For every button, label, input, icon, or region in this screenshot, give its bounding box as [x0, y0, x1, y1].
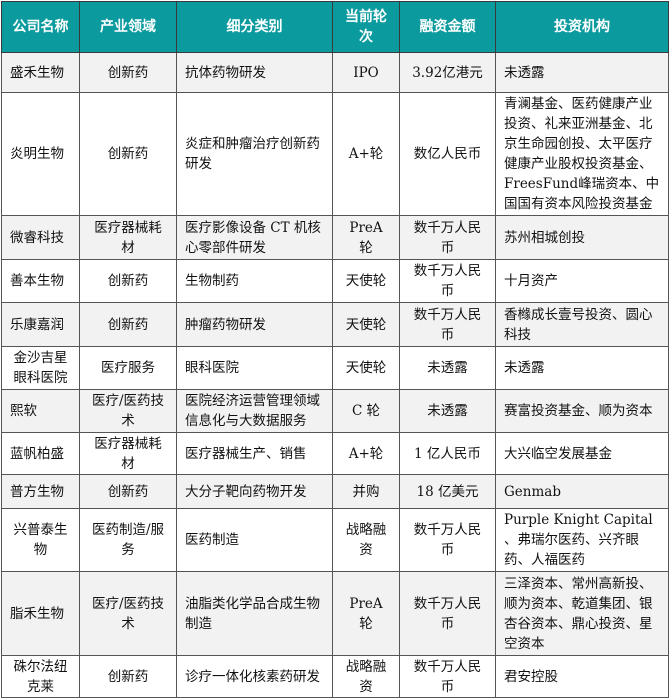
cell-industry: 创新药	[79, 474, 177, 509]
cell-amount: 数千万人民币	[399, 259, 496, 303]
cell-round: 并购	[332, 474, 400, 509]
cell-industry: 医疗器械耗材	[79, 432, 177, 475]
cell-investors: Genmab	[495, 474, 669, 509]
col-company: 公司名称	[1, 1, 80, 53]
table-row: 硃尔法纽克莱 创新药 诊疗一体化核素药研发 战略融资 数千万人民币 君安控股	[1, 655, 669, 698]
cell-category: 眼科医院	[176, 346, 333, 390]
cell-investors: 三泽资本、常州高新投、顺为资本、乾道集团、银杏谷资本、鼎心投资、星空资本	[495, 571, 669, 656]
table-row: 金沙吉星眼科医院 医疗服务 眼科医院 天使轮 未透露 未透露	[1, 346, 669, 390]
cell-round: 战略融资	[332, 655, 400, 698]
cell-investors: 未透露	[495, 52, 669, 93]
cell-category: 大分子靶向药物开发	[176, 474, 333, 509]
col-industry: 产业领域	[79, 1, 177, 53]
header-row: 公司名称 产业领域 细分类别 当前轮次 融资金额 投资机构	[1, 1, 669, 53]
table-row: 微睿科技 医疗器械耗材 医疗影像设备 CT 机核心零部件研发 PreA 轮数千万人民币…	[1, 215, 669, 260]
cell-industry: 医疗/医药技术	[79, 389, 177, 433]
cell-round: 天使轮	[332, 302, 400, 347]
cell-industry: 医疗服务	[79, 346, 177, 390]
cell-round: C 轮	[332, 389, 400, 433]
cell-amount: 数千万人民币	[399, 655, 496, 698]
table-row: 脂禾生物 医疗/医药技术 油脂类化学品合成生物制造 PreA 轮数千万人民币 三泽资本、…	[1, 571, 669, 656]
cell-industry: 创新药	[79, 302, 177, 347]
cell-round: PreA 轮	[332, 215, 400, 260]
cell-category: 生物制药	[176, 259, 333, 303]
cell-amount: 3.92亿港元	[399, 52, 496, 93]
cell-amount: 数千万人民币	[399, 215, 496, 260]
cell-amount: 数千万人民币	[399, 571, 496, 656]
cell-investors: 未透露	[495, 346, 669, 390]
cell-amount: 数亿人民币	[399, 92, 496, 216]
cell-company: 金沙吉星眼科医院	[1, 346, 80, 390]
cell-industry: 创新药	[79, 52, 177, 93]
cell-category: 油脂类化学品合成生物制造	[176, 571, 333, 656]
cell-company: 兴普泰生物	[1, 508, 80, 572]
cell-category: 医疗器械生产、销售	[176, 432, 333, 475]
cell-investors: 苏州相城创投	[495, 215, 669, 260]
cell-industry: 医疗器械耗材	[79, 215, 177, 260]
cell-category: 医疗影像设备 CT 机核心零部件研发	[176, 215, 333, 260]
cell-round: 天使轮	[332, 259, 400, 303]
cell-category: 抗体药物研发	[176, 52, 333, 93]
cell-round: A+轮	[332, 432, 400, 475]
col-investors: 投资机构	[495, 1, 669, 53]
cell-company: 蓝帆柏盛	[1, 432, 80, 475]
col-category: 细分类别	[176, 1, 333, 53]
cell-category: 诊疗一体化核素药研发	[176, 655, 333, 698]
table-row: 乐康嘉润 创新药 肿瘤药物研发 天使轮 数千万人民币 香橼成长壹号投资、圆心科技	[1, 302, 669, 347]
cell-amount: 未透露	[399, 389, 496, 433]
cell-investors: Purple Knight Capital 、弗瑞尔医药、兴齐眼药、人福医药	[495, 508, 669, 572]
cell-round: 战略融资	[332, 508, 400, 572]
cell-company: 普方生物	[1, 474, 80, 509]
cell-investors: 香橼成长壹号投资、圆心科技	[495, 302, 669, 347]
cell-industry: 医疗/医药技术	[79, 571, 177, 656]
cell-company: 善本生物	[1, 259, 80, 303]
cell-round: A+轮	[332, 92, 400, 216]
cell-amount: 1 亿人民币	[399, 432, 496, 475]
table-row: 熙软 医疗/医药技术 医院经济运营管理领域信息化与大数据服务 C 轮未透露 赛富投资基金…	[1, 389, 669, 433]
cell-category: 医院经济运营管理领域信息化与大数据服务	[176, 389, 333, 433]
col-amount: 融资金额	[399, 1, 496, 53]
cell-industry: 创新药	[79, 92, 177, 216]
cell-investors: 君安控股	[495, 655, 669, 698]
table-row: 蓝帆柏盛 医疗器械耗材 医疗器械生产、销售 A+轮 1 亿人民币 大兴临空发展基金	[1, 432, 669, 475]
cell-investors: 十月资产	[495, 259, 669, 303]
table-row: 炎明生物 创新药 炎症和肿瘤治疗创新药研发 A+轮 数亿人民币 青澜基金、医药健康产业投资…	[1, 92, 669, 216]
cell-company: 脂禾生物	[1, 571, 80, 656]
table-row: 盛禾生物 创新药 抗体药物研发 IPO 3.92亿港元 未透露	[1, 52, 669, 93]
cell-category: 医药制造	[176, 508, 333, 572]
cell-investors: 青澜基金、医药健康产业投资、礼来亚洲基金、北京生命园创投、太平医疗健康产业股权投…	[495, 92, 669, 216]
cell-amount: 数千万人民币	[399, 508, 496, 572]
cell-category: 肿瘤药物研发	[176, 302, 333, 347]
cell-round: IPO	[332, 52, 400, 93]
table-row: 普方生物 创新药 大分子靶向药物开发 并购 18 亿美元 Genmab	[1, 474, 669, 509]
cell-amount: 未透露	[399, 346, 496, 390]
cell-industry: 创新药	[79, 259, 177, 303]
col-round: 当前轮次	[332, 1, 400, 53]
cell-company: 微睿科技	[1, 215, 80, 260]
cell-company: 乐康嘉润	[1, 302, 80, 347]
cell-category: 炎症和肿瘤治疗创新药研发	[176, 92, 333, 216]
table-row: 善本生物 创新药 生物制药 天使轮 数千万人民币 十月资产	[1, 259, 669, 303]
cell-industry: 创新药	[79, 655, 177, 698]
cell-amount: 18 亿美元	[399, 474, 496, 509]
cell-round: 天使轮	[332, 346, 400, 390]
cell-company: 盛禾生物	[1, 52, 80, 93]
cell-company: 熙软	[1, 389, 80, 433]
cell-round: PreA 轮	[332, 571, 400, 656]
cell-company: 炎明生物	[1, 92, 80, 216]
cell-amount: 数千万人民币	[399, 302, 496, 347]
cell-industry: 医药制造/服务	[79, 508, 177, 572]
cell-investors: 大兴临空发展基金	[495, 432, 669, 475]
cell-company: 硃尔法纽克莱	[1, 655, 80, 698]
table-row: 兴普泰生物 医药制造/服务 医药制造 战略融资 数千万人民币 Purple Knight …	[1, 508, 669, 572]
cell-investors: 赛富投资基金、顺为资本	[495, 389, 669, 433]
